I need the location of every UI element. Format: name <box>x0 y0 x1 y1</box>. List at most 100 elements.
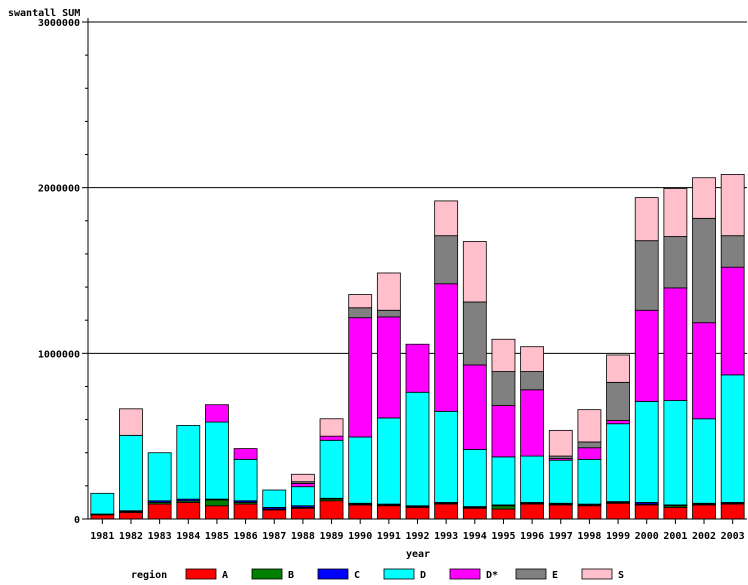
bar-segment <box>233 458 258 502</box>
bar-segment <box>176 502 201 520</box>
bar-segment <box>348 294 373 309</box>
bar-segment <box>520 503 545 520</box>
bar-segment <box>548 429 573 457</box>
y-tick-label: 1000000 <box>38 349 80 360</box>
bar-segment <box>577 441 602 449</box>
bar-segment <box>548 504 573 520</box>
legend-swatch <box>515 568 547 580</box>
bar-segment <box>520 455 545 503</box>
bar-segment <box>434 283 459 412</box>
bar-segment <box>319 418 344 437</box>
bar-segment <box>290 482 315 488</box>
bar-segment <box>147 503 172 520</box>
bar-segment <box>606 502 630 520</box>
bar-segment <box>90 492 115 515</box>
bar-segment <box>434 410 459 503</box>
legend-swatch <box>581 568 613 580</box>
x-tick-label: 1982 <box>119 531 143 542</box>
bar-segment <box>491 508 516 520</box>
x-tick-label: 1990 <box>348 531 372 542</box>
bar-segment <box>720 266 745 376</box>
bar-segment <box>205 421 229 500</box>
bar-segment <box>606 420 630 425</box>
legend-label: D <box>420 570 426 581</box>
x-tick-label: 1983 <box>148 531 172 542</box>
legend: A B C D D* E S <box>185 568 624 581</box>
x-tick-label: 1993 <box>434 531 458 542</box>
x-tick-label: 1985 <box>205 531 229 542</box>
bar-segment <box>233 503 258 520</box>
bar-segment <box>634 309 659 402</box>
bar-segment <box>434 503 459 520</box>
bar-segment <box>663 287 688 401</box>
bar-segment <box>462 301 487 366</box>
bar-segment <box>290 507 315 520</box>
bar-segment <box>405 391 430 507</box>
bar-segment <box>520 346 545 372</box>
legend-label: E <box>552 570 558 581</box>
bar-segment <box>634 240 659 311</box>
x-tick-label: 2002 <box>692 531 716 542</box>
x-tick-label: 1994 <box>463 531 487 542</box>
bar-segment <box>663 188 688 237</box>
axes: 1981 1982 1983 1984 1985 1986 1987 1988 1989 1990… <box>38 18 747 542</box>
bar-segment <box>692 217 716 324</box>
legend-title: region <box>131 569 167 581</box>
x-tick-label: 1999 <box>606 531 630 542</box>
bar-segment <box>462 449 487 507</box>
bar-segment <box>119 408 143 436</box>
bar-segment <box>405 343 430 393</box>
legend-label: C <box>354 570 360 581</box>
bar-segment <box>462 364 487 450</box>
bar-segment <box>663 400 688 506</box>
bar-segment <box>434 235 459 285</box>
bar-segment <box>376 309 401 318</box>
bar-segment <box>663 507 688 520</box>
bar-segment <box>290 486 315 507</box>
legend-swatch <box>383 568 415 580</box>
x-tick-label: 1996 <box>520 531 544 542</box>
bar-segment <box>348 436 373 504</box>
legend-swatch <box>185 568 217 580</box>
x-tick-label: 1992 <box>405 531 429 542</box>
x-tick-label: 1986 <box>234 531 258 542</box>
bar-segment <box>262 489 287 508</box>
bar-segment <box>692 504 716 520</box>
bar-segment <box>548 459 573 504</box>
bar-segment <box>290 473 315 483</box>
x-tick-label: 2000 <box>635 531 659 542</box>
bar-segment <box>376 272 401 311</box>
bar-segment <box>462 507 487 520</box>
y-tick-label: 3000000 <box>38 18 80 29</box>
bar-segment <box>491 456 516 506</box>
bar-segment <box>520 371 545 391</box>
bar-segment <box>606 423 630 503</box>
bar-segment <box>720 503 745 520</box>
x-tick-label: 1988 <box>291 531 315 542</box>
bar-segment <box>663 236 688 289</box>
bar-segment <box>692 177 716 219</box>
bar-segment <box>205 404 229 423</box>
bar-segment <box>319 500 344 520</box>
legend-swatch <box>449 568 481 580</box>
bar-segment <box>720 374 745 503</box>
x-tick-label: 1991 <box>377 531 401 542</box>
y-tick-label: 0 <box>74 515 80 526</box>
x-axis-label: year <box>406 549 430 560</box>
legend-label: A <box>222 570 228 581</box>
bar-segment <box>405 507 430 520</box>
bar-segment <box>634 400 659 503</box>
bar-segment <box>233 448 258 460</box>
bar-segment <box>119 434 143 512</box>
bar-segment <box>376 417 401 505</box>
bar-segment <box>634 504 659 520</box>
bar-segment <box>491 405 516 458</box>
bar-segment <box>606 354 630 383</box>
bar-segment <box>692 418 716 504</box>
bar-segment <box>606 381 630 421</box>
x-tick-label: 1998 <box>577 531 601 542</box>
x-tick-label: 1987 <box>262 531 286 542</box>
bar-segment <box>577 447 602 460</box>
y-axis-label: swantall SUM <box>8 8 80 19</box>
